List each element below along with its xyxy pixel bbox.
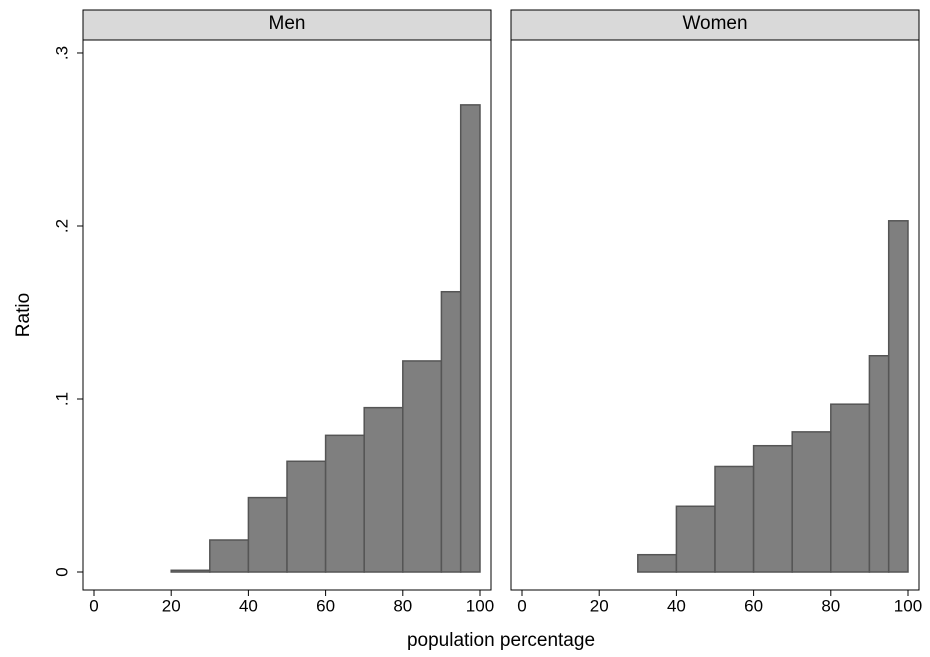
- y-axis-label: Ratio: [13, 293, 34, 337]
- x-tick-label: 80: [821, 596, 840, 615]
- bar: [459, 104, 481, 573]
- panel-title: Women: [682, 13, 747, 34]
- bar: [675, 505, 716, 573]
- bar: [324, 434, 365, 573]
- bar: [247, 496, 288, 573]
- x-tick-label: 20: [162, 596, 181, 615]
- x-axis-label: population percentage: [407, 630, 595, 651]
- bar: [868, 354, 890, 573]
- x-tick-label: 60: [316, 596, 335, 615]
- bar: [286, 460, 327, 573]
- x-tick-label: 40: [239, 596, 258, 615]
- y-tick-label: .3: [52, 46, 71, 60]
- bar: [440, 290, 462, 573]
- x-tick-label: 0: [89, 596, 98, 615]
- bar: [830, 403, 871, 573]
- x-tick-label: 40: [667, 596, 686, 615]
- y-tick-label: 0: [52, 567, 71, 576]
- x-tick-label: 80: [393, 596, 412, 615]
- bar: [402, 360, 443, 573]
- panel-header: [82, 9, 492, 41]
- panel-title: Men: [269, 13, 306, 34]
- x-tick-label: 0: [517, 596, 526, 615]
- bar: [170, 569, 211, 573]
- bar: [209, 539, 250, 573]
- x-tick-label: 100: [466, 596, 494, 615]
- x-tick-label: 60: [744, 596, 763, 615]
- bar: [791, 431, 832, 573]
- bar: [363, 406, 404, 573]
- x-tick-label: 100: [894, 596, 922, 615]
- bar: [752, 444, 793, 573]
- bar: [887, 220, 909, 573]
- x-tick-label: 20: [590, 596, 609, 615]
- y-tick-label: .1: [52, 392, 71, 406]
- bar: [714, 465, 755, 573]
- bar: [637, 553, 678, 573]
- y-tick-label: .2: [52, 219, 71, 233]
